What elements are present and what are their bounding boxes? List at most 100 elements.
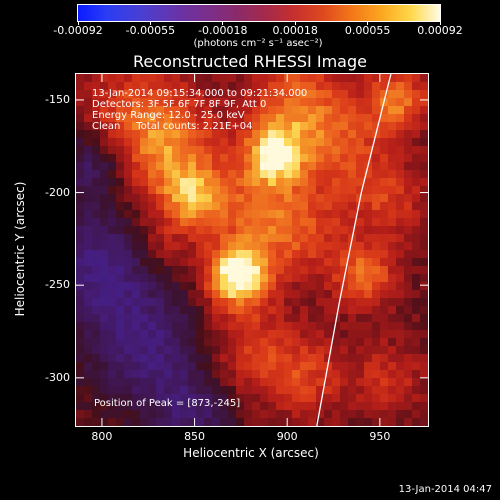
heatmap-cell bbox=[92, 258, 101, 267]
heatmap-cell bbox=[268, 122, 277, 131]
heatmap-cell bbox=[252, 290, 261, 299]
heatmap-cell bbox=[292, 274, 301, 283]
heatmap-cell bbox=[356, 234, 365, 243]
heatmap-cell bbox=[348, 226, 357, 235]
heatmap-cell bbox=[76, 178, 85, 187]
heatmap-cell bbox=[300, 74, 309, 83]
heatmap-cell bbox=[276, 306, 285, 315]
heatmap-cell bbox=[100, 154, 109, 163]
heatmap-cell bbox=[236, 170, 245, 179]
heatmap-cell bbox=[412, 386, 421, 395]
heatmap-cell bbox=[372, 290, 381, 299]
heatmap-cell bbox=[276, 346, 285, 355]
heatmap-cell bbox=[276, 386, 285, 395]
heatmap-cell bbox=[204, 298, 213, 307]
heatmap-cell bbox=[420, 178, 428, 187]
heatmap-cell bbox=[316, 290, 325, 299]
heatmap-cell bbox=[404, 146, 413, 155]
heatmap-cell bbox=[316, 314, 325, 323]
heatmap-cell bbox=[100, 298, 109, 307]
heatmap-cell bbox=[380, 274, 389, 283]
heatmap-cell bbox=[420, 250, 428, 259]
heatmap-cell bbox=[196, 266, 205, 275]
heatmap-cell bbox=[164, 258, 173, 267]
heatmap-cell bbox=[316, 378, 325, 387]
heatmap-cell bbox=[348, 90, 357, 99]
heatmap-cell bbox=[308, 74, 317, 83]
heatmap-cell bbox=[420, 122, 428, 131]
heatmap-cell bbox=[244, 106, 253, 115]
heatmap-cell bbox=[212, 338, 221, 347]
heatmap-cell bbox=[364, 282, 373, 291]
heatmap-cell bbox=[340, 74, 349, 83]
heatmap-cell bbox=[340, 290, 349, 299]
heatmap-cell bbox=[348, 274, 357, 283]
heatmap-cell bbox=[156, 210, 165, 219]
heatmap-cell bbox=[252, 266, 261, 275]
heatmap-cell bbox=[84, 106, 93, 115]
heatmap-cell bbox=[308, 378, 317, 387]
heatmap-cell bbox=[84, 234, 93, 243]
heatmap-cell bbox=[236, 370, 245, 379]
heatmap-cell bbox=[300, 338, 309, 347]
heatmap-cell bbox=[316, 410, 325, 419]
heatmap-cell bbox=[220, 250, 229, 259]
heatmap-cell bbox=[108, 234, 117, 243]
heatmap-cell bbox=[116, 394, 125, 403]
heatmap-cell bbox=[316, 146, 325, 155]
heatmap-cell bbox=[404, 194, 413, 203]
heatmap-cell bbox=[180, 210, 189, 219]
heatmap-cell bbox=[212, 242, 221, 251]
heatmap-cell bbox=[172, 170, 181, 179]
heatmap-cell bbox=[172, 410, 181, 419]
heatmap-cell bbox=[172, 74, 181, 83]
heatmap-cell bbox=[412, 410, 421, 419]
heatmap-cell bbox=[332, 82, 341, 91]
heatmap-cell bbox=[348, 210, 357, 219]
heatmap-cell bbox=[84, 362, 93, 371]
heatmap-cell bbox=[188, 370, 197, 379]
heatmap-cell bbox=[292, 170, 301, 179]
heatmap-cell bbox=[116, 386, 125, 395]
heatmap-cell bbox=[84, 322, 93, 331]
heatmap-cell bbox=[324, 98, 333, 107]
heatmap-cell bbox=[212, 202, 221, 211]
heatmap-cell bbox=[84, 282, 93, 291]
heatmap-cell bbox=[332, 210, 341, 219]
heatmap-cell bbox=[404, 338, 413, 347]
heatmap-cell bbox=[308, 194, 317, 203]
heatmap-cell bbox=[332, 378, 341, 387]
heatmap-cell bbox=[332, 218, 341, 227]
heatmap-cell bbox=[284, 178, 293, 187]
heatmap-cell bbox=[228, 170, 237, 179]
heatmap-cell bbox=[388, 234, 397, 243]
heatmap-cell bbox=[76, 210, 85, 219]
heatmap-cell bbox=[324, 394, 333, 403]
heatmap-cell bbox=[332, 226, 341, 235]
heatmap-cell bbox=[316, 298, 325, 307]
heatmap-cell bbox=[308, 202, 317, 211]
heatmap-cell bbox=[396, 266, 405, 275]
heatmap-cell bbox=[244, 346, 253, 355]
heatmap-cell bbox=[100, 250, 109, 259]
heatmap-cell bbox=[252, 402, 261, 411]
heatmap-cell bbox=[188, 282, 197, 291]
heatmap-cell bbox=[148, 130, 157, 139]
heatmap-cell bbox=[196, 226, 205, 235]
heatmap-cell bbox=[260, 234, 269, 243]
heatmap-cell bbox=[124, 130, 133, 139]
heatmap-cell bbox=[220, 370, 229, 379]
heatmap-cell bbox=[100, 170, 109, 179]
heatmap-cell bbox=[292, 122, 301, 131]
heatmap-cell bbox=[276, 402, 285, 411]
heatmap-cell bbox=[172, 298, 181, 307]
heatmap-cell bbox=[156, 90, 165, 99]
heatmap-cell bbox=[364, 210, 373, 219]
heatmap-cell bbox=[188, 106, 197, 115]
heatmap-cell bbox=[268, 242, 277, 251]
heatmap-cell bbox=[372, 82, 381, 91]
heatmap-cell bbox=[76, 282, 85, 291]
heatmap-cell bbox=[180, 234, 189, 243]
heatmap-cell bbox=[372, 274, 381, 283]
heatmap-cell bbox=[332, 170, 341, 179]
